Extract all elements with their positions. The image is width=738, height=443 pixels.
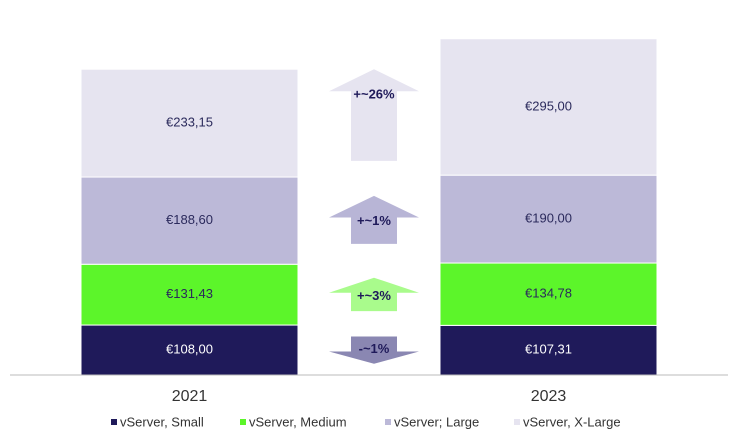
legend-label: vServer, Small <box>120 414 204 429</box>
value-label: €131,43 <box>166 286 213 301</box>
legend-swatch <box>514 419 520 425</box>
change-arrow <box>329 277 419 312</box>
change-arrow <box>329 69 419 161</box>
bar-segment <box>439 38 658 176</box>
value-label: €108,00 <box>166 341 213 356</box>
bar-segment <box>439 174 658 264</box>
legend-swatch <box>111 419 117 425</box>
change-arrow <box>329 195 419 244</box>
change-label: +~26% <box>353 87 395 102</box>
legend-swatch <box>240 419 246 425</box>
x-tick-label: 2021 <box>172 388 208 405</box>
legend-label: vServer; Large <box>394 414 479 429</box>
change-label: +~3% <box>357 288 391 303</box>
change-label: +~1% <box>357 213 391 228</box>
value-label: €233,15 <box>166 115 213 130</box>
value-label: €107,31 <box>525 342 572 357</box>
x-tick-label: 2023 <box>531 388 567 405</box>
value-label: €190,00 <box>525 211 572 226</box>
change-label: -~1% <box>359 341 390 356</box>
value-label: €134,78 <box>525 286 572 301</box>
bar-segment <box>80 324 299 376</box>
change-arrow <box>329 336 419 364</box>
bar-segment <box>439 324 658 376</box>
legend-label: vServer, Medium <box>249 414 347 429</box>
bar-segment <box>439 262 658 326</box>
legend-swatch <box>385 419 391 425</box>
value-label: €295,00 <box>525 98 572 113</box>
legend-label: vServer, X-Large <box>523 414 621 429</box>
bar-segment <box>80 68 299 178</box>
value-label: €188,60 <box>166 212 213 227</box>
bar-segment <box>80 263 299 326</box>
